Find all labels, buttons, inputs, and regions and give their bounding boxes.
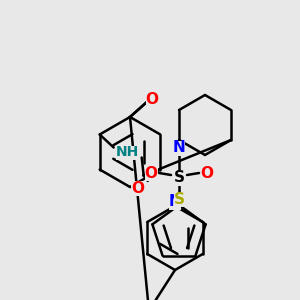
Text: O: O — [146, 92, 158, 106]
Text: N: N — [169, 194, 182, 209]
Text: S: S — [173, 191, 184, 206]
Text: O: O — [200, 166, 214, 181]
Text: O: O — [145, 166, 158, 181]
Text: NH: NH — [116, 146, 139, 160]
Text: O: O — [131, 181, 144, 196]
Text: S: S — [173, 170, 184, 185]
Text: N: N — [172, 140, 185, 155]
